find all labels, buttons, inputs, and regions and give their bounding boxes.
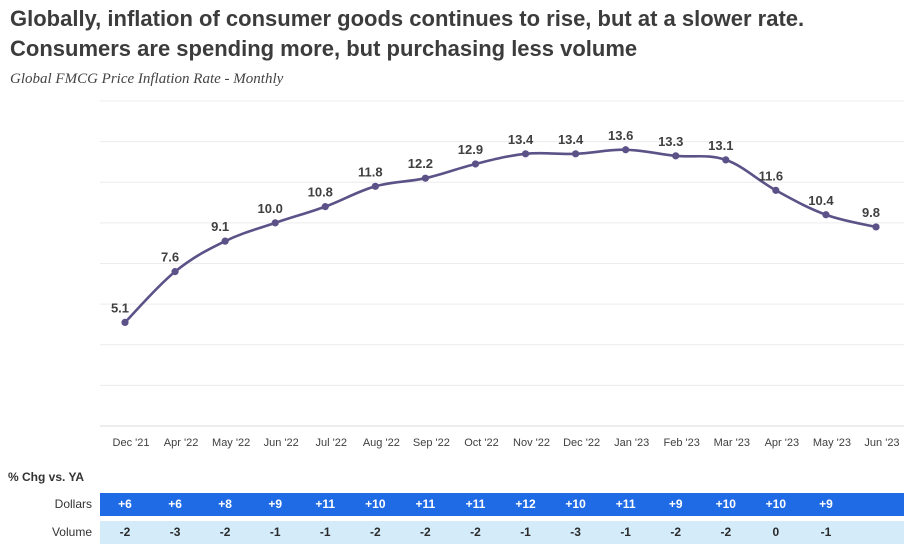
data-point <box>822 211 830 219</box>
dollars-cell: +11 <box>415 497 436 511</box>
data-point <box>622 146 630 154</box>
data-point <box>371 182 379 190</box>
data-label: 13.4 <box>508 132 534 147</box>
volume-cell: -2 <box>670 525 682 539</box>
volume-cell: -1 <box>820 525 832 539</box>
data-label: 13.1 <box>708 138 733 153</box>
data-label: 12.2 <box>408 156 433 171</box>
dollars-cell: +10 <box>765 497 787 511</box>
data-point <box>271 219 279 227</box>
x-tick-label: Jun '22 <box>264 437 299 449</box>
dollars-cell: +8 <box>218 497 232 511</box>
data-label: 9.8 <box>862 205 880 220</box>
dollars-cell: +10 <box>365 497 386 511</box>
data-point <box>772 186 780 194</box>
data-label: 7.6 <box>161 250 179 265</box>
volume-row-bar: -2 -3 -2 -1 -1 -2 -2 -2 -1 -3 -1 -2 -2 0 -1 <box>100 521 904 544</box>
headline-line-1: Globally, inflation of consumer goods co… <box>10 6 805 31</box>
data-label: 12.9 <box>458 142 483 157</box>
data-point <box>171 268 179 276</box>
volume-cell: -3 <box>169 525 181 539</box>
data-point <box>421 174 429 182</box>
x-tick-label: Sep '22 <box>413 437 450 449</box>
data-point <box>572 150 580 158</box>
data-label: 13.6 <box>608 128 633 143</box>
volume-cell: -1 <box>620 525 631 539</box>
headline: Globally, inflation of consumer goods co… <box>10 4 910 64</box>
data-point <box>872 223 880 231</box>
volume-cell: -2 <box>119 525 131 539</box>
x-axis-ticks: Dec '21 Apr '22 May '22 Jun '22 Jul '22 Aug '… <box>113 437 900 449</box>
volume-cell: -2 <box>720 525 732 539</box>
volume-cell: -2 <box>470 525 481 539</box>
x-tick-label: May '23 <box>813 437 851 449</box>
dollars-cell: +11 <box>615 497 636 511</box>
data-point <box>221 237 229 245</box>
data-point <box>321 203 329 211</box>
dollars-cell: +10 <box>715 497 736 511</box>
data-point <box>521 150 530 158</box>
dollars-cell: +12 <box>515 497 536 511</box>
data-label: 13.3 <box>658 134 683 149</box>
data-label: 10.4 <box>808 193 834 208</box>
data-label: 10.8 <box>308 185 333 200</box>
dollars-cell: +6 <box>118 497 132 511</box>
dollars-cell: +11 <box>315 497 336 511</box>
x-tick-label: Aug '22 <box>363 437 400 449</box>
data-points <box>121 146 880 327</box>
inflation-series-line <box>123 148 878 324</box>
dollars-cell: +9 <box>819 497 833 511</box>
inflation-line-chart: 5.1 7.6 9.1 10.0 10.8 11.8 12.2 12.9 13.4 13.4 13.… <box>100 100 904 449</box>
x-tick-label: Nov '22 <box>513 437 550 449</box>
chart-subtitle: Global FMCG Price Inflation Rate - Month… <box>10 71 284 87</box>
data-point <box>672 152 680 160</box>
dollars-cell: +9 <box>668 497 683 511</box>
dollars-cell: +6 <box>168 497 182 511</box>
volume-cell: -1 <box>269 525 281 539</box>
volume-cell: -1 <box>319 525 331 539</box>
x-tick-label: Jan '23 <box>614 437 649 449</box>
data-label: 11.6 <box>759 168 784 183</box>
volume-cell: 0 <box>772 525 780 539</box>
volume-cell: -3 <box>570 525 581 539</box>
volume-cell: -2 <box>420 525 431 539</box>
x-tick-label: Mar '23 <box>714 437 750 449</box>
data-point <box>121 318 129 327</box>
x-tick-label: Dec '22 <box>563 437 600 449</box>
dollars-cell: +11 <box>465 497 486 511</box>
x-tick-label: Jul '22 <box>316 437 347 449</box>
x-tick-label: Apr '22 <box>164 437 199 449</box>
dollars-cell: +10 <box>565 497 586 511</box>
volume-row-label: Volume <box>51 525 92 539</box>
x-tick-label: Apr '23 <box>765 437 800 449</box>
data-label: 13.4 <box>558 132 584 147</box>
data-label: 5.1 <box>111 300 129 315</box>
gridlines <box>100 100 904 427</box>
data-label: 10.0 <box>258 201 283 216</box>
x-tick-label: May '22 <box>212 437 250 449</box>
headline-line-2: Consumers are spending more, but purchas… <box>10 36 638 61</box>
dollars-row: Dollars +6 +6 +8 +9 +11 +10 +11 +11 +12 +10 +11 +9 +… <box>0 493 916 516</box>
dollars-row-bar: +6 +6 +8 +9 +11 +10 +11 +11 +12 +10 +11 +9 +10 +10 +9 <box>100 493 904 516</box>
volume-cell: -2 <box>369 525 381 539</box>
data-labels: 5.1 7.6 9.1 10.0 10.8 11.8 12.2 12.9 13.4 13.4 13.… <box>111 128 880 316</box>
data-label: 11.8 <box>358 164 383 179</box>
x-tick-label: Jun '23 <box>864 437 899 449</box>
data-point <box>722 156 730 164</box>
x-tick-label: Feb '23 <box>664 437 700 449</box>
dollars-cell: +9 <box>268 497 283 511</box>
dollars-row-label: Dollars <box>54 497 92 511</box>
data-point <box>471 160 480 168</box>
x-tick-label: Dec '21 <box>113 437 150 449</box>
data-label: 9.1 <box>211 219 229 234</box>
x-tick-label: Oct '22 <box>464 437 499 449</box>
volume-row: Volume -2 -3 -2 -1 -1 -2 -2 -2 -1 -3 -1 -2 -2 0 -1 <box>0 521 916 544</box>
volume-cell: -1 <box>520 525 531 539</box>
table-title: % Chg vs. YA <box>8 470 85 484</box>
volume-cell: -2 <box>219 525 231 539</box>
